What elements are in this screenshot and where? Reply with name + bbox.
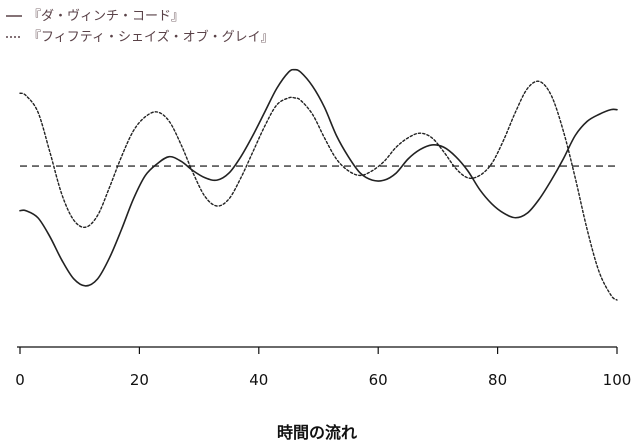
series-line-da-vinci-code [19, 68, 618, 287]
x-axis-title: 時間の流れ [277, 423, 357, 442]
x-tick-label: 0 [15, 371, 25, 389]
x-tick-label: 40 [249, 371, 268, 389]
x-tick-label: 60 [369, 371, 388, 389]
legend-label-da-vinci-code: 『ダ・ヴィンチ・コード』 [28, 8, 184, 24]
x-axis-ticks: 0 20 40 60 80 100 [15, 347, 631, 389]
x-tick-label: 80 [488, 371, 507, 389]
x-tick-label: 20 [130, 371, 149, 389]
legend-label-fifty-shades: 『フィフティ・シェイズ・オブ・グレイ』 [28, 29, 274, 45]
legend: 『ダ・ヴィンチ・コード』 『フィフティ・シェイズ・オブ・グレイ』 [6, 8, 274, 45]
series-layer [19, 68, 618, 301]
x-tick-label: 100 [603, 371, 632, 389]
series-line-fifty-shades [19, 80, 618, 301]
